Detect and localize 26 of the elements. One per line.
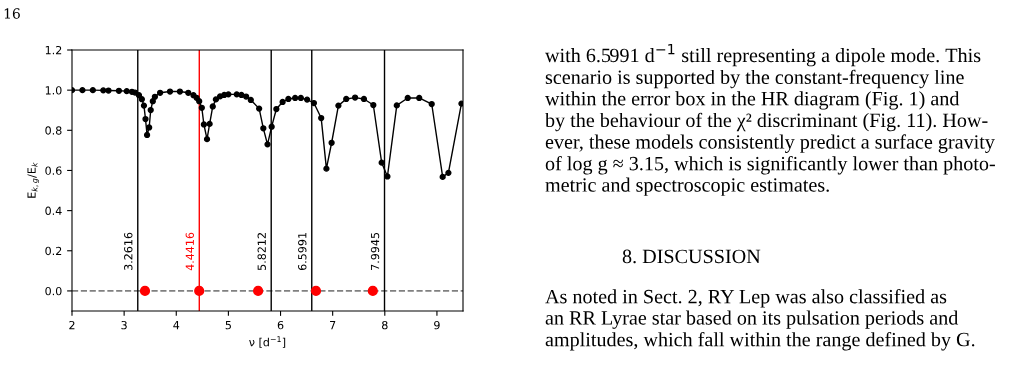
ref-line-label: 3.2616 — [124, 232, 133, 270]
y-tick-label: 0.2 — [45, 246, 62, 256]
ref-line-label: 4.4416 — [185, 232, 195, 271]
y-tick-label: 0.4 — [45, 206, 62, 215]
x-tick-label: 6 — [277, 320, 284, 330]
x-tick-label: 9 — [434, 320, 440, 330]
y-tick-label: 1.0 — [45, 86, 62, 95]
x-tick-label: 4 — [173, 321, 180, 330]
x-tick-label: 5 — [225, 321, 231, 330]
text: with 6.5991 d$^{−1}$ still representing a dipole mode. This scenario is supported by the constant-frequency line within the error box in the HR diagram (Fig. 1) and by the behaviour of the χ² discriminant (Fig. 11). How- ever, these models consistently predict a surface gravity of log g ≈ 3.15, which is significantly lower than photo- metric and spectroscopic estimates. — [545, 44, 995, 196]
x-tick-label: 7 — [330, 321, 336, 330]
y-tick-label: 0.6 — [45, 166, 62, 175]
text: 16 — [4, 8, 20, 19]
x-tick-label: 8 — [382, 320, 388, 330]
y-tick-label: 0.0 — [45, 286, 62, 296]
ref-line-label: 5.8212 — [257, 233, 266, 270]
x-tick-label: 3 — [121, 320, 127, 330]
y-axis-title: E$_{k,g}$/E$_{k}$ — [27, 162, 40, 198]
ref-line-label: 7.9945 — [370, 232, 380, 270]
x-axis-title: ν [d$^{−1}$] — [249, 336, 286, 348]
y-tick-label: 0.8 — [45, 126, 62, 135]
ref-line-label: 6.5991 — [298, 232, 307, 271]
y-tick-label: 1.2 — [45, 45, 62, 55]
text: As noted in Sect. 2, RY Lep was also classified as an RR Lyrae star based on its pulsation periods and amplitudes, which fall within the range defined by G. — [545, 289, 975, 351]
x-tick-label: 2 — [69, 320, 75, 330]
text: 8. DISCUSSION — [622, 249, 761, 264]
